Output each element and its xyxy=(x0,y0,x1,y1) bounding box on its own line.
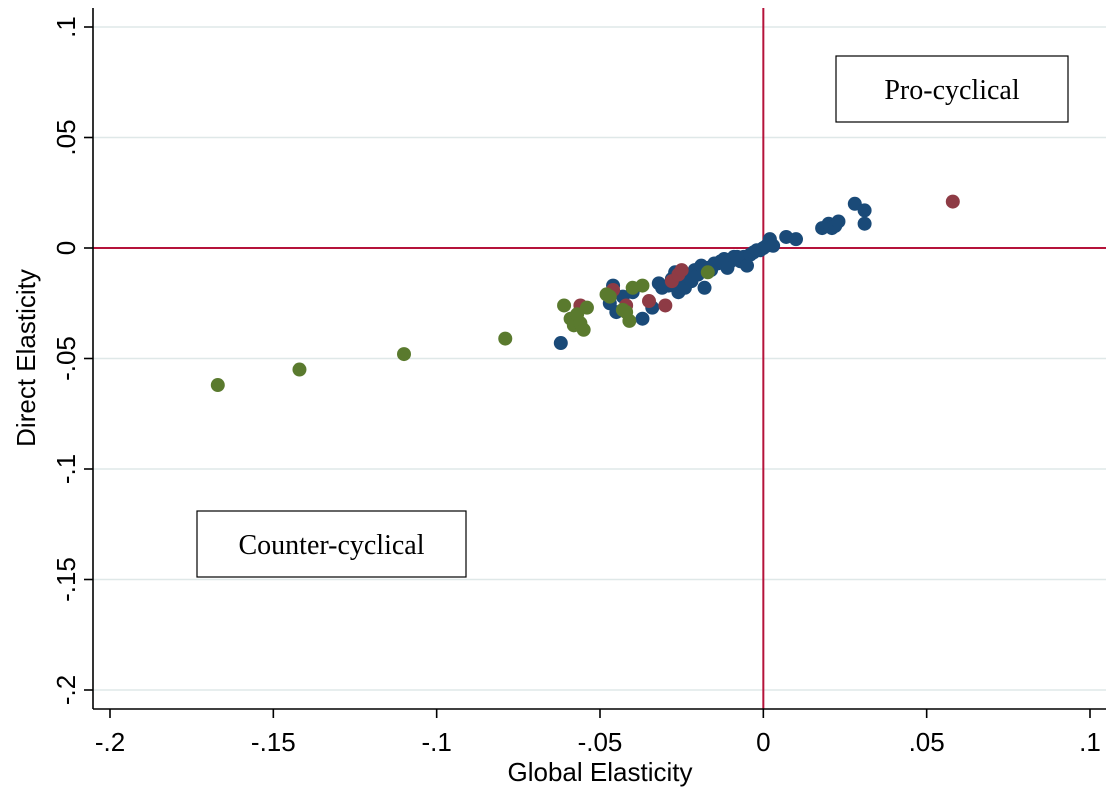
data-point xyxy=(635,311,650,326)
annotation-label: Counter-cyclical xyxy=(238,530,424,561)
data-point xyxy=(789,232,803,247)
annotation-box xyxy=(835,55,1069,123)
data-point xyxy=(397,347,411,362)
x-tick-label: -.1 xyxy=(421,727,451,757)
x-tick-label: -.05 xyxy=(578,727,623,757)
y-tick-label: .05 xyxy=(51,119,81,155)
reference-lines xyxy=(93,8,1106,709)
annotation-label: Pro-cyclical xyxy=(884,75,1019,106)
x-tick-label: -.2 xyxy=(95,727,125,757)
data-point xyxy=(674,263,689,278)
data-point xyxy=(697,280,712,295)
data-point xyxy=(210,378,225,393)
data-point xyxy=(847,196,862,211)
y-axis-title: Direct Elasticity xyxy=(11,269,41,447)
data-point xyxy=(622,313,637,328)
data-point xyxy=(579,300,594,315)
data-point xyxy=(658,298,673,313)
data-point xyxy=(553,336,568,351)
data-point xyxy=(945,194,960,209)
y-tick-label: -.2 xyxy=(51,675,81,705)
axes: -.2 -.15 -.1 -.05 0 .05 .1 -.2 -.15 -.1 -.05 0 .05 .1 xyxy=(51,8,1106,757)
data-point xyxy=(635,278,650,293)
x-tick-label: -.15 xyxy=(251,727,296,757)
data-point xyxy=(498,331,513,346)
y-tick-label: .1 xyxy=(51,16,81,38)
data-points xyxy=(210,194,960,393)
annotation-box xyxy=(196,510,467,578)
x-tick-label: 0 xyxy=(756,727,770,757)
x-tick-label: .05 xyxy=(909,727,945,757)
annotations: Pro-cyclical Counter-cyclical xyxy=(196,55,1069,578)
x-tick-label: .1 xyxy=(1079,727,1101,757)
data-point xyxy=(831,214,846,229)
data-point xyxy=(857,216,872,231)
data-point xyxy=(857,203,872,218)
data-point xyxy=(576,322,591,337)
y-tick-label: -.1 xyxy=(51,454,81,484)
data-point xyxy=(700,265,715,280)
y-tick-label: -.15 xyxy=(51,557,81,602)
x-axis-title: Global Elasticity xyxy=(508,757,693,787)
data-point xyxy=(740,258,754,273)
data-point xyxy=(292,362,307,377)
data-point xyxy=(602,289,617,304)
grid-lines xyxy=(93,26,1106,691)
y-tick-label: 0 xyxy=(51,241,81,255)
data-point xyxy=(557,298,572,313)
data-point xyxy=(766,238,781,253)
y-tick-label: -.05 xyxy=(51,336,81,381)
data-point xyxy=(642,294,656,309)
